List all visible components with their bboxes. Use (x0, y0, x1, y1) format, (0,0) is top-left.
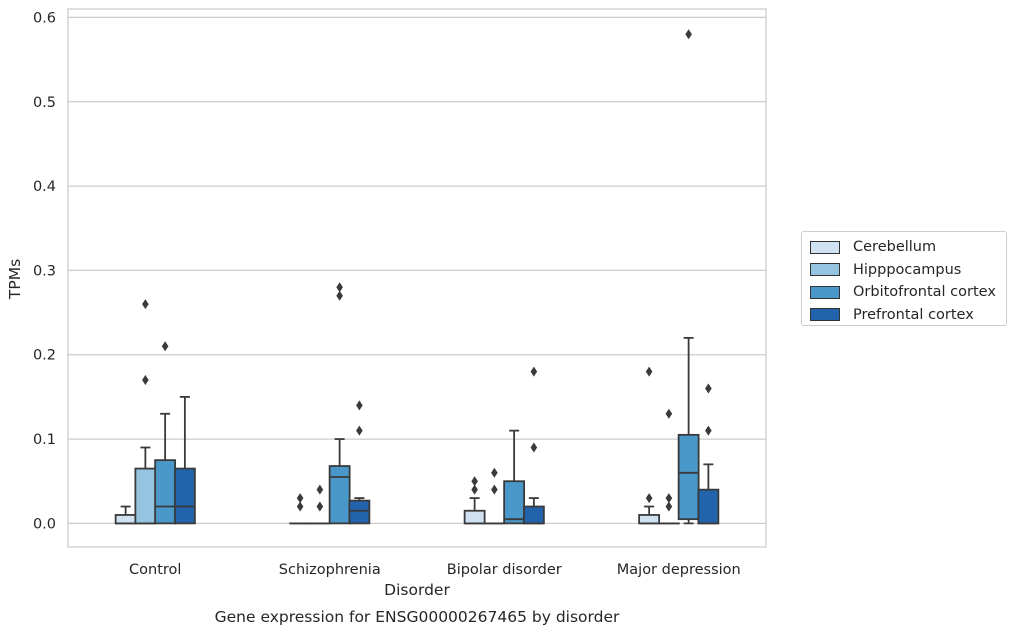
box (154, 459, 177, 525)
y-tick-label: 0.0 (33, 516, 56, 532)
outlier-point (161, 341, 169, 352)
box (638, 514, 661, 525)
outlier-point (530, 442, 538, 453)
outlier-point (336, 290, 343, 301)
y-tick-label: 0.6 (33, 10, 56, 26)
legend-label: Hipppocampus (853, 261, 962, 278)
box-group (522, 366, 545, 525)
outlier-point (142, 299, 149, 310)
outlier-point (705, 383, 712, 394)
box-group (503, 429, 526, 525)
outlier-point (356, 400, 363, 411)
box (697, 488, 720, 525)
box (328, 465, 351, 525)
x-axis-label: Disorder (384, 581, 450, 599)
outlier-point (296, 493, 304, 504)
outlier-point (491, 484, 498, 495)
gridlines (68, 16, 766, 525)
box (503, 480, 526, 525)
outlier-point (471, 476, 478, 487)
box (173, 467, 196, 525)
legend-swatch (810, 308, 840, 322)
box (134, 467, 157, 525)
outlier-point (645, 366, 653, 377)
x-tick-label: Bipolar disorder (447, 562, 562, 578)
box-group (463, 476, 486, 525)
outlier-point (530, 366, 538, 377)
legend-label: Orbitofrontal cortex (853, 284, 996, 301)
legend-item-hippocampus: Hipppocampus (810, 259, 1006, 282)
y-tick-label: 0.2 (33, 348, 56, 364)
box-group (173, 395, 196, 525)
box-group (483, 467, 506, 525)
box-group (677, 29, 700, 525)
y-axis-label: TPMs (6, 259, 24, 300)
legend-item-cerebellum: Cerebellum (810, 236, 1006, 259)
box (463, 509, 486, 525)
outlier-point (316, 484, 324, 495)
legend-label: Prefrontal cortex (853, 306, 974, 323)
y-tick-label: 0.1 (33, 432, 56, 448)
x-tick-label: Major depression (617, 562, 741, 578)
outlier-point (356, 425, 363, 436)
outlier-point (142, 375, 149, 386)
box-group (657, 408, 680, 525)
box-group (114, 505, 137, 525)
plot-frame (67, 8, 767, 548)
legend-item-orbitofrontal-cortex: Orbitofrontal cortex (810, 281, 1006, 304)
y-tick-label: 0.3 (33, 263, 56, 279)
legend-swatch (810, 263, 840, 277)
outlier-point (471, 484, 478, 495)
box (348, 499, 371, 525)
box-group (697, 383, 720, 525)
box-group (289, 493, 312, 525)
y-tick-label: 0.4 (33, 179, 56, 195)
box-group (328, 282, 351, 525)
box-group (348, 400, 371, 525)
y-tick-labels: 0.0 0.1 0.2 0.3 0.4 0.5 0.6 (33, 10, 56, 532)
x-tick-labels: Control Schizophrenia Bipolar disorder Majo… (129, 562, 741, 578)
outlier-point (645, 493, 653, 504)
y-tick-label: 0.5 (33, 95, 56, 111)
outlier-point (296, 501, 304, 512)
box-group (154, 341, 177, 525)
box-group (134, 299, 157, 525)
box-group (308, 484, 331, 525)
outlier-point (685, 29, 692, 40)
box (522, 505, 545, 525)
outlier-point (491, 467, 498, 478)
legend: Cerebellum Hipppocampus Orbitofrontal co… (801, 231, 1007, 326)
outlier-point (316, 501, 324, 512)
outlier-point (665, 408, 673, 419)
x-tick-label: Control (129, 562, 181, 578)
outlier-point (665, 493, 673, 504)
legend-item-prefrontal-cortex: Prefrontal cortex (810, 304, 1006, 327)
chart-title: Gene expression for ENSG00000267465 by d… (215, 608, 620, 626)
outlier-point (705, 425, 712, 436)
box (114, 514, 137, 525)
legend-label: Cerebellum (853, 239, 937, 256)
outlier-point (665, 501, 673, 512)
x-tick-label: Schizophrenia (279, 562, 381, 578)
box-plots (114, 29, 720, 525)
outlier-point (336, 282, 343, 293)
box (677, 433, 700, 521)
box-group (638, 366, 661, 525)
legend-swatch (810, 285, 840, 299)
legend-swatch (810, 240, 840, 254)
